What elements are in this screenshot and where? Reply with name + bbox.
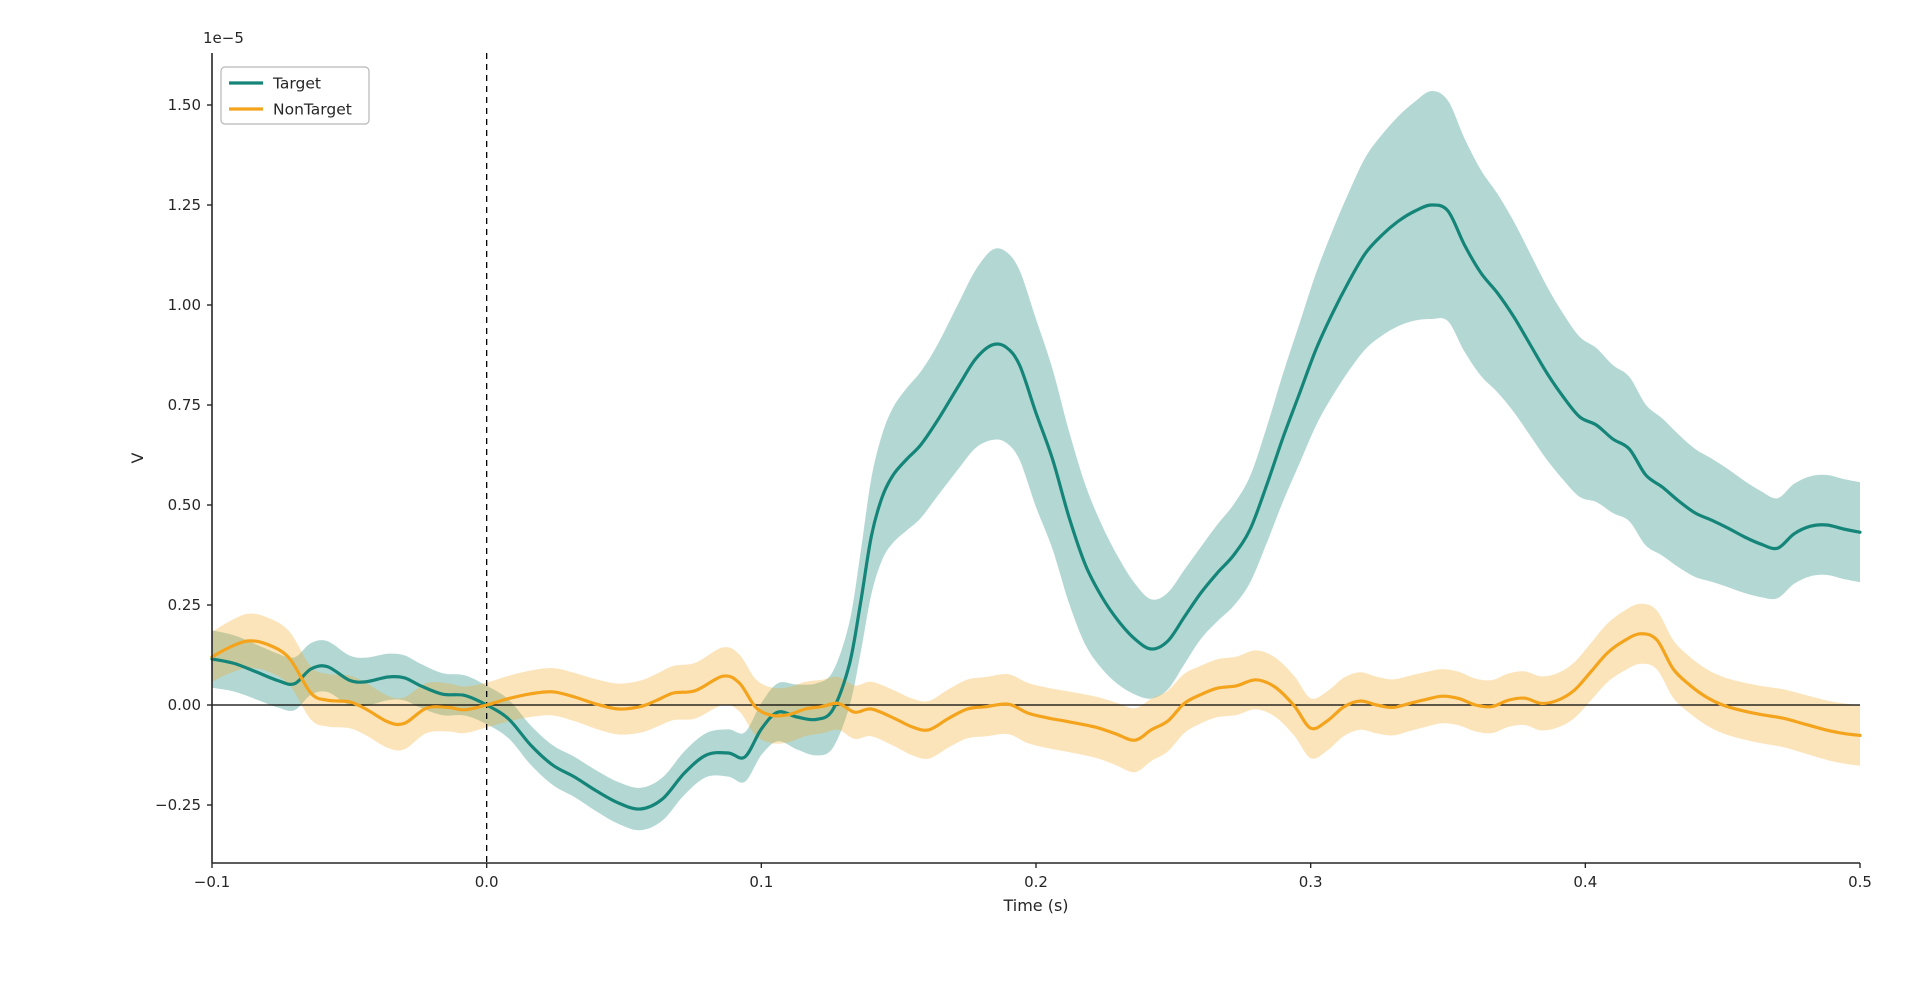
legend: Target NonTarget [220,66,370,125]
x-tick-label: 0.1 [749,873,773,891]
line-nontarget [210,632,1862,742]
y-tick-label: 1.00 [168,296,201,314]
y-tick-label: 0.75 [168,396,201,414]
x-tick-label: 0.5 [1848,873,1872,891]
y-tick-label: 1.25 [168,196,201,214]
band-nontarget [212,603,1860,773]
x-tick-label: 0.4 [1573,873,1597,891]
y-axis-label: V [128,452,147,463]
x-axis-label: Time (s) [1002,896,1068,915]
confidence-bands [212,90,1860,831]
y-axis-offset-text: 1e−5 [203,29,244,47]
y-tick-label: −0.25 [155,796,201,814]
x-tick-label: 0.2 [1024,873,1048,891]
x-tick-label: 0.0 [475,873,499,891]
line-target [210,203,1862,811]
y-tick-label: 0.00 [168,696,201,714]
x-tick-label: −0.1 [194,873,230,891]
y-axis-ticks: 1.50 1.25 1.00 0.75 0.50 0.25 0.00 −0.25 [155,96,212,814]
series-lines [210,203,1862,811]
y-tick-label: 0.25 [168,596,201,614]
band-target [212,90,1860,831]
legend-label-target: Target [272,75,321,93]
x-axis-ticks: −0.1 0.0 0.1 0.2 0.3 0.4 0.5 [194,863,1872,891]
y-tick-label: 1.50 [168,96,201,114]
x-tick-label: 0.3 [1299,873,1323,891]
y-tick-label: 0.50 [168,496,201,514]
legend-label-nontarget: NonTarget [273,101,352,119]
